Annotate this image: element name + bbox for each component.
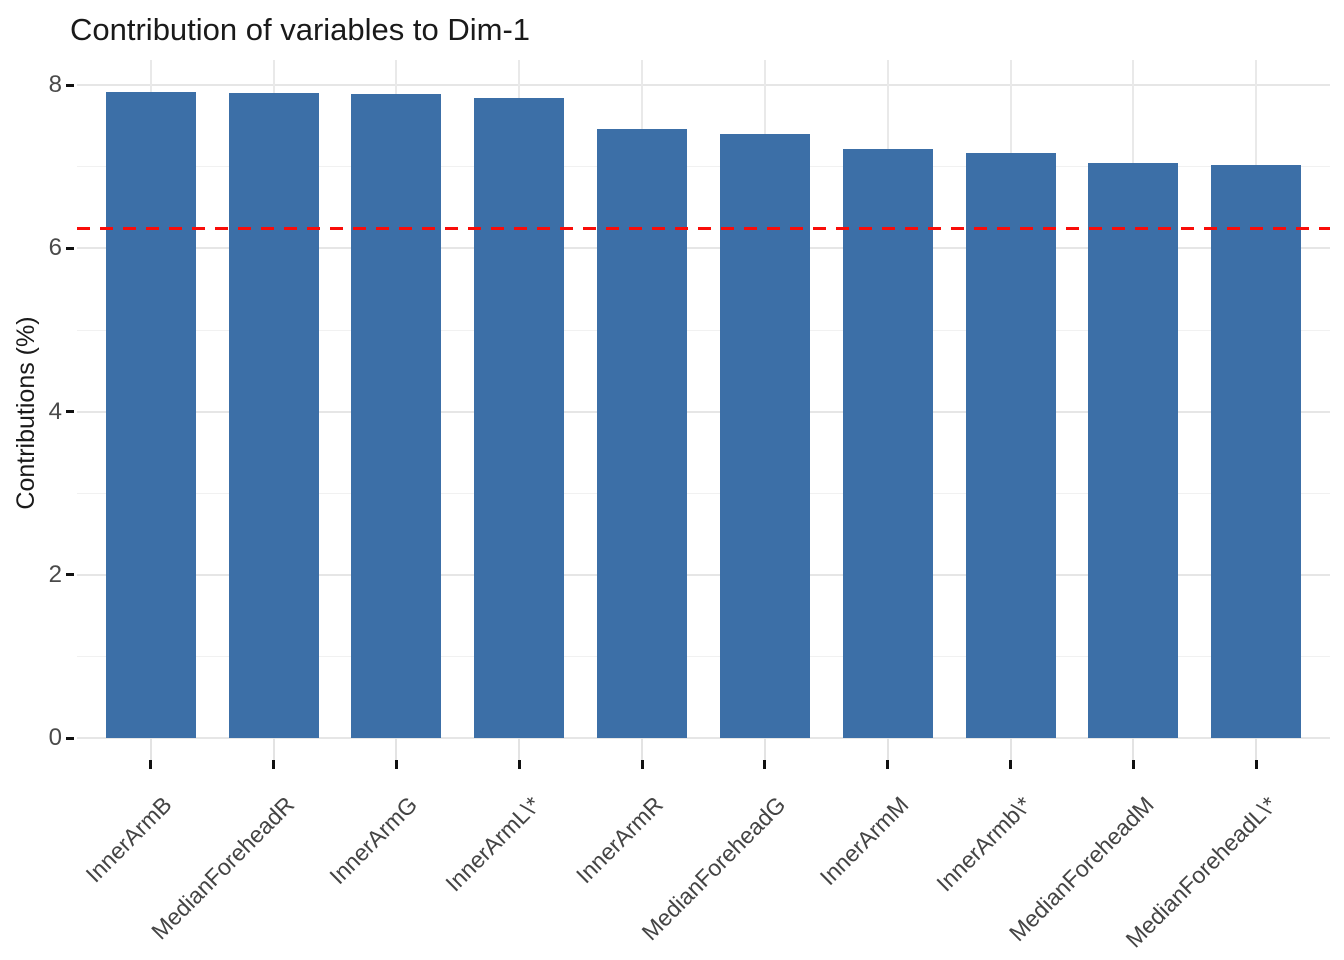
x-tick-stem: [149, 738, 152, 760]
x-axis-tick: [763, 760, 767, 769]
x-tick-stem: [272, 738, 275, 760]
reference-line: [77, 226, 1330, 230]
y-tick-label: 2: [48, 560, 62, 588]
y-tick-label: 8: [48, 71, 62, 99]
x-tick-stem: [518, 738, 521, 760]
bar: [842, 148, 933, 738]
x-axis-tick: [640, 760, 644, 769]
x-tick-stem: [886, 738, 889, 760]
x-tick-stem: [1255, 738, 1258, 760]
x-tick-stem: [641, 738, 644, 760]
major-gridline: [77, 247, 1330, 250]
y-tick-label: 0: [48, 724, 62, 751]
y-axis-tick: [66, 573, 74, 577]
major-gridline: [77, 573, 1330, 576]
y-axis-tick: [66, 736, 74, 740]
bar: [474, 98, 565, 738]
minor-gridline: [77, 166, 1330, 168]
x-tick-label: InnerArmB: [80, 791, 177, 888]
x-tick-stem: [1132, 738, 1135, 760]
minor-gridline: [77, 655, 1330, 657]
major-gridline: [77, 84, 1330, 87]
x-tick-label: InnerArmL\*: [439, 791, 545, 897]
x-tick-label: InnerArmG: [324, 791, 423, 890]
x-tick-stem: [1009, 738, 1012, 760]
y-axis-tick: [66, 83, 74, 87]
y-tick-label: 4: [48, 397, 62, 425]
bar: [351, 94, 442, 738]
x-tick-label: InnerArmM: [814, 791, 914, 891]
y-axis-tick: [66, 246, 74, 250]
x-axis-tick: [1131, 760, 1135, 769]
bar: [965, 153, 1056, 738]
major-gridline: [77, 410, 1330, 413]
bar: [1088, 162, 1179, 738]
chart-title: Contribution of variables to Dim-1: [70, 12, 531, 47]
x-tick-label: InnerArmR: [570, 791, 668, 889]
bar: [105, 91, 196, 738]
bar: [1211, 165, 1302, 738]
x-axis-tick: [1254, 760, 1258, 769]
x-tick-stem: [395, 738, 398, 760]
x-tick-stem: [763, 738, 766, 760]
bar: [228, 93, 319, 738]
x-axis-tick: [517, 760, 521, 769]
x-axis-tick: [149, 760, 153, 769]
plot-panel: [77, 60, 1330, 739]
x-axis-tick: [1009, 760, 1013, 769]
bar: [597, 128, 688, 738]
bar: [719, 134, 810, 738]
y-axis-tick: [66, 410, 74, 414]
x-tick-label: InnerArmb\*: [931, 791, 1037, 897]
x-axis-tick: [272, 760, 276, 769]
y-tick-label: 6: [48, 234, 62, 262]
x-axis-tick: [886, 760, 890, 769]
major-gridline: [77, 737, 1330, 739]
minor-gridline: [77, 329, 1330, 331]
minor-gridline: [77, 492, 1330, 494]
x-axis-tick: [394, 760, 398, 769]
